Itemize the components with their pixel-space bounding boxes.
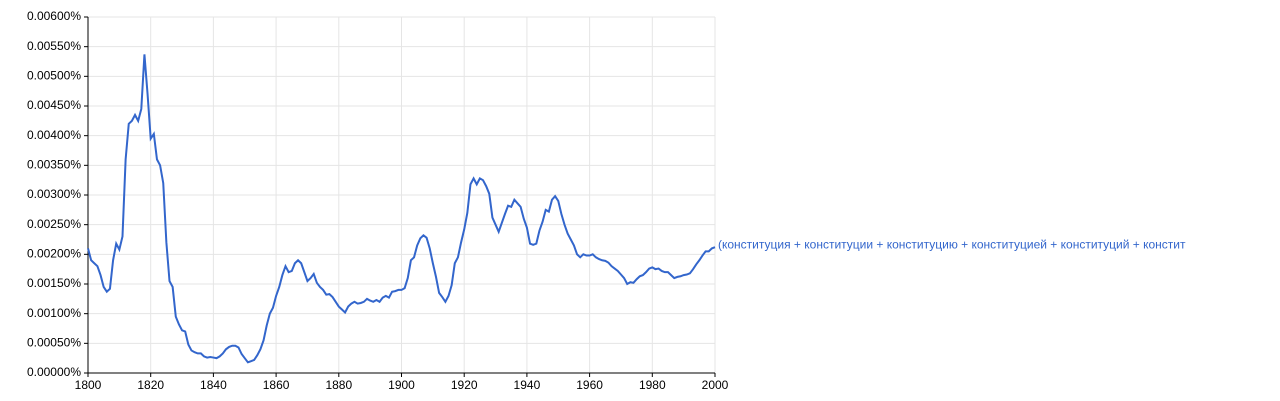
y-tick-label: 0.00150% (27, 276, 81, 290)
series-label: (конституция + конституции + конституцию… (718, 237, 1186, 251)
y-tick-label: 0.00550% (27, 39, 81, 53)
x-tick-label: 1920 (451, 378, 478, 392)
x-tick-label: 1880 (325, 378, 352, 392)
y-tick-label: 0.00450% (27, 98, 81, 112)
y-tick-label: 0.00200% (27, 247, 81, 261)
x-tick-label: 1960 (576, 378, 603, 392)
y-tick-label: 0.00300% (27, 187, 81, 201)
x-tick-label: 1840 (200, 378, 227, 392)
x-tick-label: 1800 (75, 378, 102, 392)
y-tick-label: 0.00250% (27, 217, 81, 231)
y-tick-label: 0.00500% (27, 69, 81, 83)
x-tick-label: 1820 (137, 378, 164, 392)
y-tick-label: 0.00350% (27, 158, 81, 172)
y-tick-label: 0.00600% (27, 9, 81, 23)
y-tick-label: 0.00000% (27, 365, 81, 379)
y-tick-label: 0.00100% (27, 306, 81, 320)
x-tick-label: 2000 (702, 378, 729, 392)
x-tick-label: 1860 (263, 378, 290, 392)
x-tick-label: 1940 (514, 378, 541, 392)
series-line (87, 54, 716, 364)
x-tick-label: 1980 (639, 378, 666, 392)
y-tick-label: 0.00400% (27, 128, 81, 142)
x-tick-label: 1900 (388, 378, 415, 392)
y-tick-label: 0.00050% (27, 336, 81, 350)
